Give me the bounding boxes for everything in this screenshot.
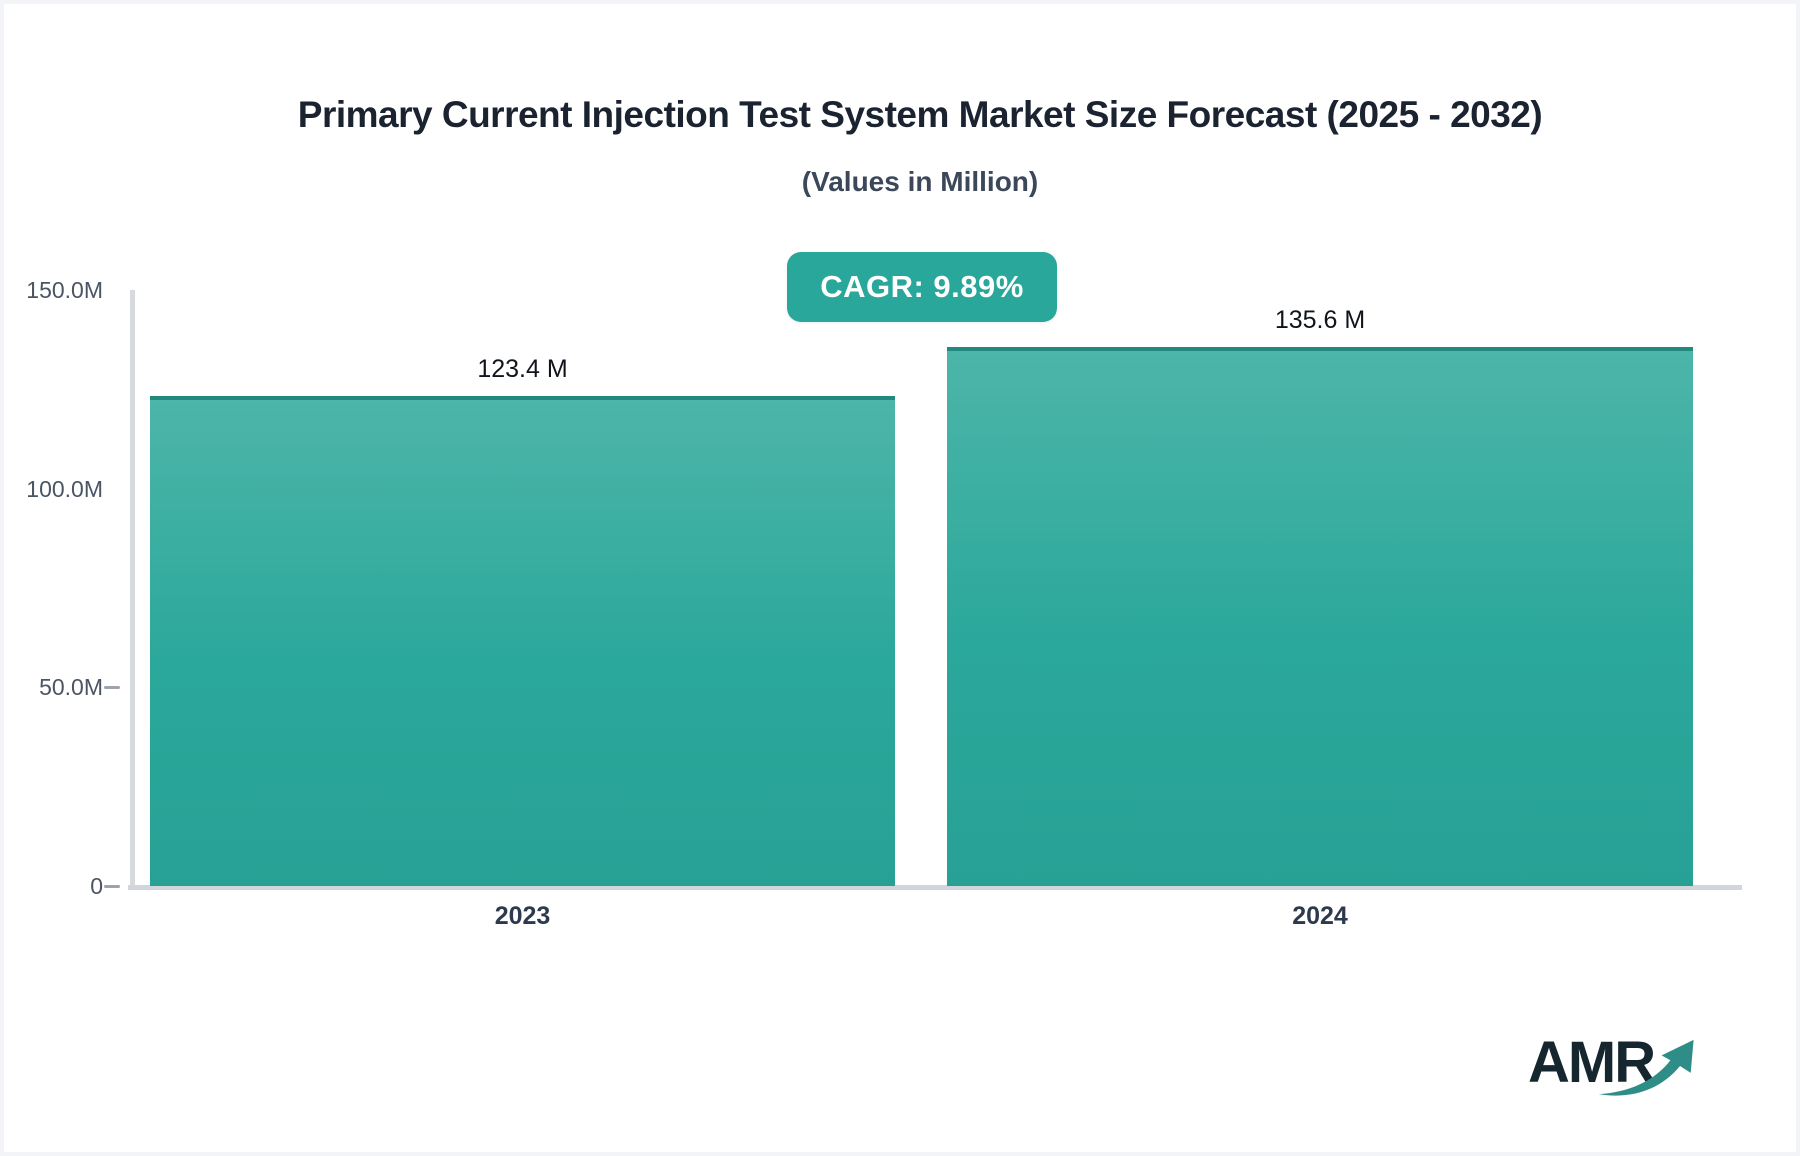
bar-value-label: 135.6 M (1274, 306, 1366, 334)
amr-logo-text: AMR (1528, 1030, 1656, 1095)
chart-subtitle: (Values in Million) (801, 166, 1039, 197)
y-axis-line (130, 290, 135, 890)
y-axis-tick-mark (104, 686, 120, 690)
x-axis-line (128, 885, 1742, 890)
bar-value-label: 123.4 M (477, 355, 568, 383)
y-axis-tick-label: 0 (90, 873, 103, 899)
bar-2024 (947, 347, 1693, 886)
y-axis-tick-label: 100.0M (26, 475, 103, 502)
growth-arrow-icon (1598, 1039, 1694, 1096)
y-axis-tick-label: 150.0M (26, 277, 103, 303)
y-axis-tick-label: 50.0M (39, 674, 103, 701)
amr-logo: AMR (1528, 1032, 1708, 1107)
x-axis-label: 2023 (494, 902, 551, 930)
cagr-label: CAGR: 9.89% (820, 269, 1024, 304)
x-axis-label: 2024 (1292, 902, 1348, 930)
bar-2023 (150, 396, 895, 886)
chart-title: Primary Current Injection Test System Ma… (297, 94, 1543, 135)
cagr-badge: CAGR: 9.89% (787, 252, 1057, 322)
y-axis-tick-mark (104, 885, 120, 888)
